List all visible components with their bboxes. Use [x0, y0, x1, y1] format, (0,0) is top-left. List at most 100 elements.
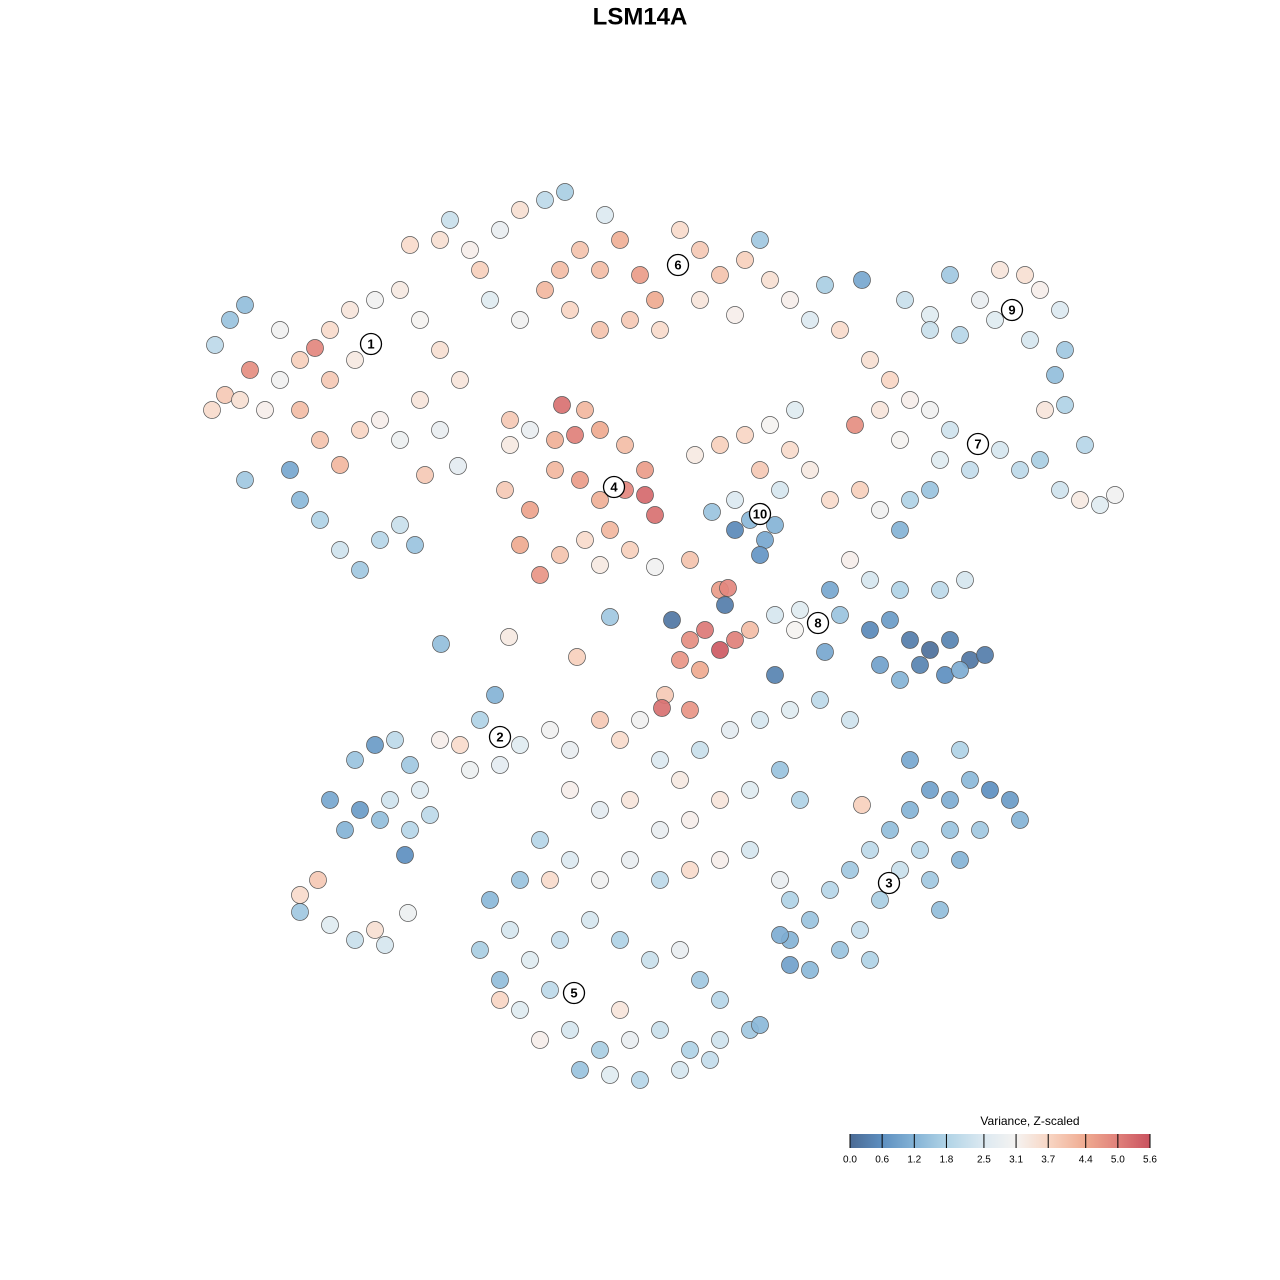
point: [432, 635, 450, 653]
point: [781, 956, 799, 974]
point: [1016, 266, 1034, 284]
point: [871, 401, 889, 419]
point: [851, 921, 869, 939]
point: [671, 941, 689, 959]
point: [701, 1051, 719, 1069]
point: [921, 481, 939, 499]
point: [501, 921, 519, 939]
point: [1031, 281, 1049, 299]
point: [449, 457, 467, 475]
cluster-label: 9: [1008, 302, 1015, 317]
point: [521, 951, 539, 969]
point: [711, 266, 729, 284]
point: [686, 446, 704, 464]
point: [591, 261, 609, 279]
point: [951, 661, 969, 679]
point: [431, 421, 449, 439]
point: [941, 821, 959, 839]
point: [416, 466, 434, 484]
point: [711, 1031, 729, 1049]
point: [568, 648, 586, 666]
point: [461, 761, 479, 779]
point: [366, 291, 384, 309]
point: [791, 791, 809, 809]
point: [1031, 451, 1049, 469]
cluster-marker: [488, 725, 512, 749]
colorbar-tick-label: 5.6: [1143, 1155, 1157, 1166]
cluster-label: 1: [367, 336, 374, 351]
point: [401, 821, 419, 839]
point: [611, 731, 629, 749]
point: [406, 536, 424, 554]
point: [781, 891, 799, 909]
point: [871, 656, 889, 674]
point: [546, 431, 564, 449]
point: [711, 991, 729, 1009]
point: [541, 871, 559, 889]
colorbar-title: Variance, Z-scaled: [980, 1114, 1079, 1128]
point: [531, 1031, 549, 1049]
point: [321, 371, 339, 389]
point: [431, 341, 449, 359]
point: [846, 416, 864, 434]
point: [491, 756, 509, 774]
point: [671, 771, 689, 789]
point: [771, 481, 789, 499]
point: [641, 951, 659, 969]
point: [351, 561, 369, 579]
point: [1056, 341, 1074, 359]
point: [221, 311, 239, 329]
point: [391, 431, 409, 449]
point: [271, 371, 289, 389]
colorbar: [850, 1134, 1150, 1148]
point: [496, 481, 514, 499]
point: [711, 436, 729, 454]
point: [816, 276, 834, 294]
point: [971, 291, 989, 309]
point: [511, 736, 529, 754]
point: [366, 921, 384, 939]
point: [841, 861, 859, 879]
colorbar-tick-label: 4.4: [1079, 1155, 1093, 1166]
point: [386, 731, 404, 749]
point: [671, 221, 689, 239]
point: [981, 781, 999, 799]
point: [831, 321, 849, 339]
point: [216, 386, 234, 404]
point: [901, 391, 919, 409]
point: [921, 401, 939, 419]
point: [376, 936, 394, 954]
point: [646, 291, 664, 309]
point: [1011, 461, 1029, 479]
cluster-label: 10: [753, 506, 767, 521]
cluster-label: 2: [496, 729, 503, 744]
point: [821, 581, 839, 599]
point: [719, 579, 737, 597]
point: [321, 321, 339, 339]
point: [1001, 791, 1019, 809]
point: [271, 321, 289, 339]
point: [206, 336, 224, 354]
point: [921, 871, 939, 889]
point: [1011, 811, 1029, 829]
point: [591, 711, 609, 729]
point: [716, 596, 734, 614]
point: [896, 291, 914, 309]
point: [696, 621, 714, 639]
point: [441, 211, 459, 229]
point: [821, 881, 839, 899]
colorbar-tick-label: 2.5: [977, 1155, 991, 1166]
point: [591, 421, 609, 439]
point: [951, 851, 969, 869]
point: [501, 411, 519, 429]
point: [901, 801, 919, 819]
point: [991, 261, 1009, 279]
point: [1076, 436, 1094, 454]
point: [941, 266, 959, 284]
point: [546, 461, 564, 479]
point: [891, 581, 909, 599]
cluster-marker: [666, 253, 690, 277]
point: [991, 441, 1009, 459]
point: [791, 601, 809, 619]
